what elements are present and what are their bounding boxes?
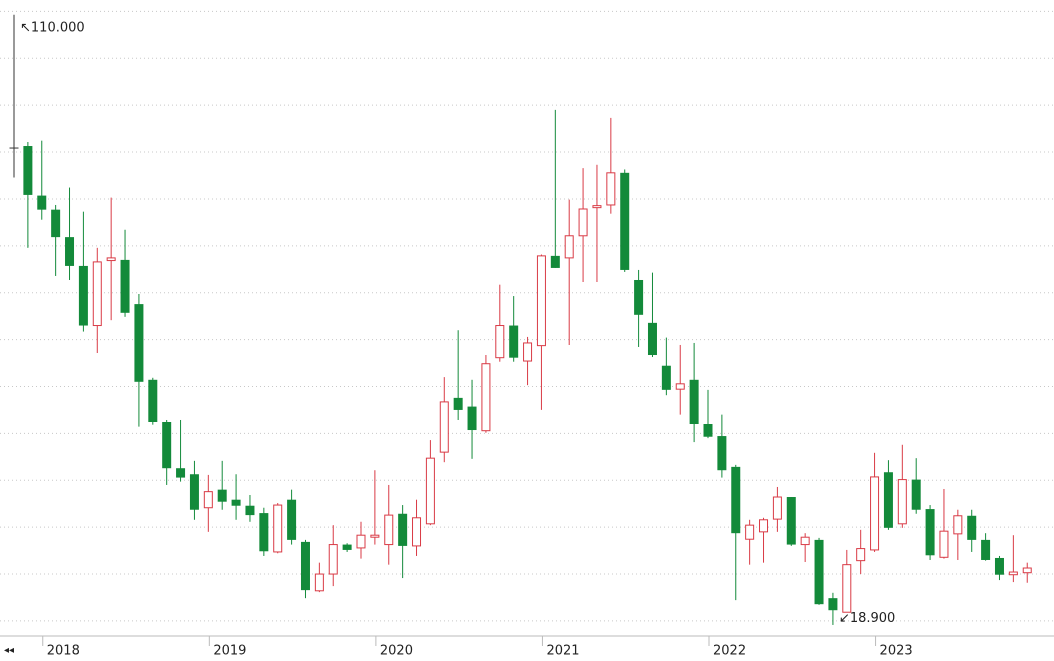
body <box>398 513 408 546</box>
body <box>800 536 810 546</box>
body <box>120 259 130 313</box>
body <box>78 265 88 326</box>
high-annotation: ↖110.000 <box>20 20 85 35</box>
body <box>134 304 144 382</box>
body <box>217 489 227 502</box>
body <box>37 195 47 210</box>
body <box>925 509 935 556</box>
body <box>231 499 241 506</box>
body <box>897 479 907 525</box>
body <box>412 517 422 547</box>
body <box>592 205 602 209</box>
high-label: 110.000 <box>31 20 85 35</box>
body <box>717 436 727 471</box>
body <box>259 513 269 552</box>
body <box>287 499 297 540</box>
body <box>384 514 394 546</box>
body <box>176 468 186 478</box>
body <box>842 564 852 613</box>
body <box>856 548 866 562</box>
body <box>273 504 283 553</box>
body <box>342 544 352 550</box>
low-label: 18.900 <box>850 610 896 625</box>
body <box>51 209 61 238</box>
body <box>65 237 75 266</box>
scroll-icon[interactable]: ◂◂ <box>4 645 14 656</box>
body <box>578 208 588 237</box>
body <box>245 505 255 516</box>
body <box>939 530 949 558</box>
body <box>536 255 546 347</box>
body <box>911 479 921 510</box>
body <box>703 424 713 437</box>
body <box>495 325 505 359</box>
body <box>564 235 574 259</box>
body <box>759 519 769 533</box>
arrow: ↙ <box>839 610 850 625</box>
body <box>620 172 630 270</box>
body <box>828 598 838 611</box>
body <box>509 325 519 358</box>
body <box>1022 567 1032 574</box>
x-tick-label: 2019 <box>213 644 246 659</box>
body <box>439 401 449 453</box>
x-tick-label: 2020 <box>380 644 413 659</box>
body <box>1008 571 1018 576</box>
body <box>467 406 477 431</box>
body <box>148 379 158 422</box>
body <box>661 365 671 390</box>
body <box>481 363 491 432</box>
x-tick-label: 2021 <box>546 644 579 659</box>
body <box>356 534 366 549</box>
body <box>523 342 533 362</box>
body <box>23 146 33 195</box>
body <box>106 257 116 262</box>
body <box>731 466 741 534</box>
body <box>453 397 463 410</box>
body <box>647 322 657 356</box>
body <box>870 476 880 551</box>
low-annotation: ↙18.900 <box>839 610 895 625</box>
body <box>967 515 977 540</box>
body <box>634 279 644 315</box>
body <box>883 472 893 528</box>
body <box>162 421 172 469</box>
body <box>953 515 963 535</box>
body <box>300 541 310 591</box>
body <box>92 261 102 327</box>
x-tick-label: 2022 <box>713 644 746 659</box>
body <box>606 172 616 206</box>
arrow: ↖ <box>20 20 31 35</box>
body <box>689 379 699 425</box>
x-tick-label: 2018 <box>47 644 80 659</box>
body <box>550 255 560 268</box>
body <box>772 496 782 520</box>
body <box>425 457 435 525</box>
body <box>981 539 991 560</box>
body <box>745 524 755 540</box>
body <box>328 544 338 575</box>
body <box>203 491 213 509</box>
body <box>994 557 1004 575</box>
body <box>189 474 199 510</box>
x-tick-label: 2023 <box>880 644 913 659</box>
body <box>786 497 796 545</box>
body <box>814 539 824 605</box>
body <box>675 383 685 390</box>
body <box>314 573 324 592</box>
body <box>370 534 380 538</box>
